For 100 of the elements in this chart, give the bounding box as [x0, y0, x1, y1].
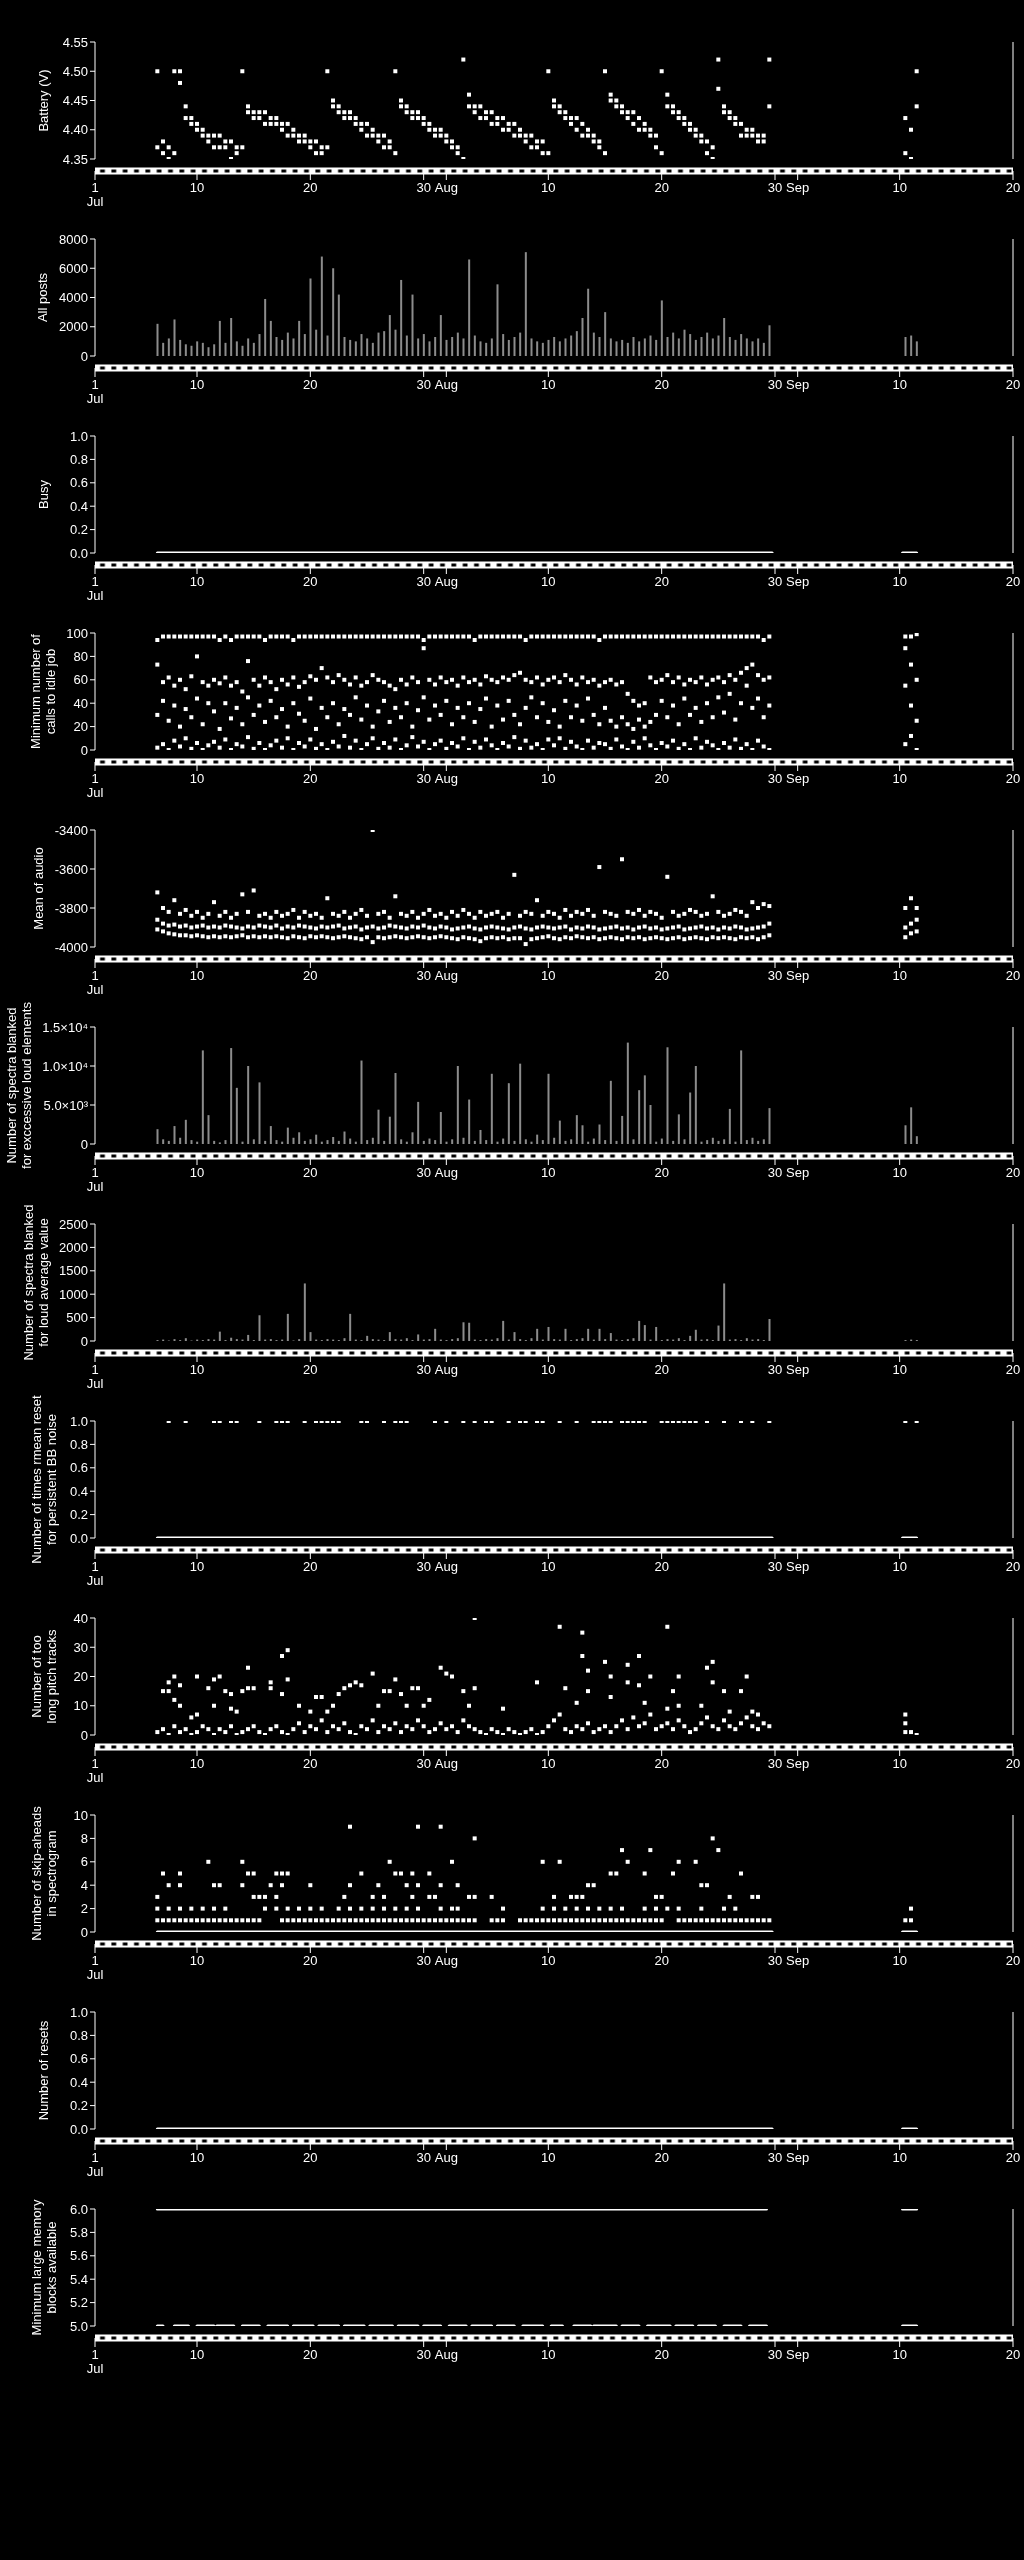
x-tick-label: 20	[1005, 1165, 1021, 1180]
bar	[513, 1332, 516, 1341]
x-tick-label: 30	[767, 1953, 783, 1968]
bar	[252, 1139, 255, 1144]
bar	[711, 338, 714, 356]
bar	[213, 344, 216, 356]
bar	[615, 341, 618, 356]
x-tick-label: 30	[767, 2150, 783, 2165]
bar	[558, 341, 561, 356]
x-tick-label: Sep	[786, 574, 810, 589]
bar	[224, 342, 227, 356]
y-tick-label: 0	[80, 1136, 88, 1152]
point	[586, 1906, 590, 1911]
bar	[643, 338, 646, 356]
point	[359, 1871, 364, 1876]
bar	[762, 1139, 765, 1144]
x-tick-label: 1 Jul	[86, 1756, 104, 1785]
y-tick-label: 10	[73, 1698, 88, 1714]
point	[399, 1871, 403, 1876]
y-tick-label: 0.4	[69, 1483, 88, 1499]
point	[705, 1883, 709, 1888]
x-tick-label: 30	[416, 377, 431, 392]
bar	[252, 342, 255, 356]
bar	[632, 336, 635, 356]
bar	[184, 344, 187, 356]
point	[637, 1654, 641, 1659]
bar	[400, 279, 403, 356]
bar	[235, 341, 238, 356]
x-tick-label: Sep	[786, 2347, 810, 2362]
point	[319, 1906, 324, 1911]
bar	[371, 1137, 374, 1144]
point	[263, 1906, 267, 1911]
point	[676, 1906, 681, 1911]
bar	[309, 1139, 312, 1144]
bar	[258, 1315, 261, 1341]
bar	[451, 336, 454, 356]
x-tick-label: 10	[189, 180, 205, 195]
x-tick-label: 20	[654, 1559, 669, 1574]
y-tick-label: 1.0	[69, 2004, 88, 2020]
x-tick-label: Aug	[434, 1756, 458, 1771]
point	[212, 1906, 216, 1911]
bar	[519, 1063, 522, 1144]
bar	[666, 1047, 669, 1144]
y-tick-label: 1500	[59, 1263, 88, 1279]
x-tick-label: 20	[654, 377, 669, 392]
y-axis-title: Busy	[36, 479, 51, 509]
y-tick-label: 0.0	[69, 2121, 88, 2137]
bar	[411, 294, 414, 356]
y-tick-label: 8000	[59, 231, 88, 247]
x-tick-label: 10	[541, 180, 556, 195]
y-tick-label: 6000	[59, 260, 88, 276]
bar	[298, 320, 301, 356]
x-tick-label: 1 Jul	[86, 2347, 104, 2376]
point	[438, 1824, 443, 1829]
point	[359, 1906, 364, 1911]
bar	[536, 341, 539, 356]
point	[251, 1871, 256, 1876]
point	[438, 1906, 443, 1911]
bar	[388, 1332, 391, 1341]
point	[676, 1703, 681, 1708]
bar	[638, 341, 641, 356]
y-tick-label: 1.0×10⁴	[42, 1058, 88, 1074]
x-tick-label: Aug	[434, 968, 458, 983]
point	[450, 1859, 454, 1864]
x-tick-label: 20	[303, 2150, 318, 2165]
x-tick-label: 1 Jul	[86, 180, 104, 209]
bar	[587, 288, 590, 356]
x-tick-label: 30	[767, 574, 783, 589]
bar	[717, 1140, 720, 1144]
bar	[456, 332, 459, 356]
bar	[473, 335, 476, 356]
point	[195, 1712, 199, 1717]
bar	[468, 1099, 471, 1144]
x-tick-label: 10	[892, 1559, 907, 1574]
bar	[547, 1073, 550, 1144]
x-tick-label: 20	[1005, 2347, 1021, 2362]
bar	[445, 339, 448, 356]
y-tick-label: 4000	[59, 290, 88, 306]
x-tick-label: 10	[541, 574, 556, 589]
point	[223, 1906, 228, 1911]
bar	[598, 1328, 601, 1341]
bar	[303, 334, 306, 356]
bar	[723, 1283, 726, 1341]
point	[591, 1883, 596, 1888]
bar	[247, 1066, 250, 1144]
y-tick-label: -4000	[54, 939, 88, 955]
bar	[388, 315, 391, 356]
bar	[745, 338, 748, 356]
point	[659, 1894, 664, 1899]
y-tick-label: 2000	[59, 319, 88, 335]
bar	[258, 334, 261, 356]
bar	[360, 1060, 363, 1144]
x-tick-label: 30	[416, 2150, 431, 2165]
x-tick-label: 10	[189, 574, 205, 589]
y-tick-label: 40	[73, 1610, 88, 1626]
x-tick-label: 10	[189, 1362, 205, 1377]
y-tick-label: 80	[73, 649, 88, 665]
x-tick-label: Aug	[434, 1165, 458, 1180]
point	[699, 1906, 704, 1911]
x-tick-label: Aug	[434, 1559, 458, 1574]
